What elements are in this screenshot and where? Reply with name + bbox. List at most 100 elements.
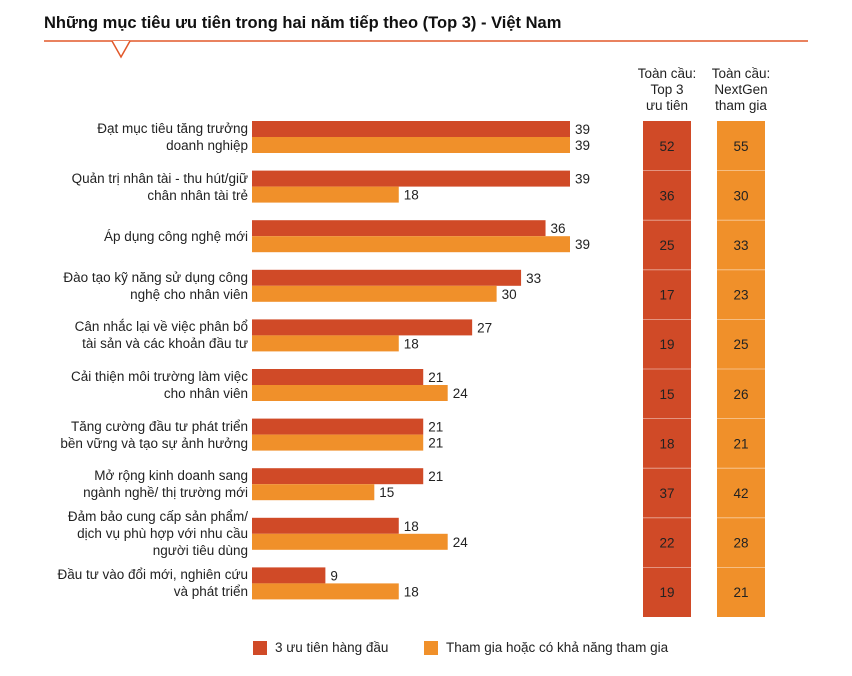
value-label-participate-6: 24 [453,386,469,401]
legend-swatch-participate [424,640,438,655]
category-label-4: Đào tạo kỹ năng sử dụng công nghệ cho nhâ… [20,269,248,303]
category-label-line: chân nhân tài trẻ [147,187,248,203]
bar-top3-7 [252,418,424,435]
legend-item-participate: Tham gia hoặc có khả năng tham gia [424,640,668,655]
global-top3-value-4: 17 [659,288,674,303]
legend-label-top3: 3 ưu tiên hàng đầu [275,640,389,655]
value-label-top3-7: 21 [428,420,443,435]
category-label-line: Cân nhắc lại về việc phân bổ [74,319,248,335]
global-top3-value-9: 22 [659,536,674,551]
category-label-line: Đào tạo kỹ năng sử dụng công [63,269,248,285]
global-top3-value-5: 19 [659,337,674,352]
value-label-participate-7: 21 [428,436,443,451]
column-header-line: NextGen [714,82,768,97]
global-nextgen-header: Toàn cầu: NextGen tham gia [696,66,786,114]
value-label-participate-1: 39 [575,138,590,153]
global-top3-value-6: 15 [659,387,674,402]
value-label-participate-10: 18 [404,584,419,599]
category-label-line: Quản trị nhân tài - thu hút/giữ [71,170,248,186]
value-label-top3-8: 21 [428,469,443,484]
bar-top3-5 [252,319,473,336]
bar-participate-8 [252,484,375,501]
value-label-participate-4: 30 [502,287,517,302]
category-label-6: Cải thiện môi trường làm việc cho nhân vi… [20,368,248,402]
category-label-line: người tiêu dùng [152,543,248,559]
global-top3-header: Toàn cầu: Top 3 ưu tiên [622,66,712,114]
bar-participate-9 [252,533,448,550]
category-label-10: Đầu tư vào đổi mới, nghiên cứu và phát tr… [20,566,248,600]
legend-item-top3: 3 ưu tiên hàng đầu [253,640,388,655]
column-header-line: ưu tiên [645,98,689,113]
category-label-9: Đảm bảo cung cấp sản phẩm/dịch vụ phù hợ… [20,508,248,559]
global-nextgen-value-7: 21 [733,436,748,451]
global-nextgen-value-9: 28 [733,536,748,551]
category-label-7: Tăng cường đầu tư phát triển bền vững và … [20,418,248,452]
bar-participate-7 [252,434,424,451]
bar-participate-2 [252,186,399,203]
category-label-3: Áp dụng công nghệ mới [20,228,248,245]
value-label-top3-1: 39 [575,122,590,137]
value-label-top3-4: 33 [526,271,541,286]
category-label-8: Mở rộng kinh doanh sang ngành nghề/ thị t… [20,467,248,501]
category-label-2: Quản trị nhân tài - thu hút/giữ chân nhân… [20,170,248,204]
bar-top3-4 [252,269,522,286]
category-label-line: và phát triển [173,584,248,600]
category-label-line: Cải thiện môi trường làm việc [71,369,248,384]
category-label-line: tài sản và các khoản đầu tư [82,336,248,352]
global-nextgen-value-1: 55 [733,139,748,154]
value-label-top3-6: 21 [428,370,443,385]
category-label-line: bền vững và tạo sự ảnh hưởng [60,435,248,451]
bar-participate-10 [252,583,399,600]
category-label-line: Tăng cường đầu tư phát triển [70,418,248,434]
column-header-line: Toàn cầu: [637,66,697,81]
bar-top3-10 [252,567,326,584]
value-label-participate-3: 39 [575,237,590,252]
global-top3-value-2: 36 [659,188,674,203]
category-label-line: Mở rộng kinh doanh sang [94,468,248,484]
global-nextgen-value-4: 23 [733,288,748,303]
category-label-line: Đảm bảo cung cấp sản phẩm/ [67,509,248,525]
global-top3-value-10: 19 [659,585,674,600]
global-top3-value-8: 37 [659,486,674,501]
category-label-1: Đạt mục tiêu tăng trưởng doanh nghiệp [20,120,248,154]
value-label-top3-10: 9 [330,568,338,583]
bar-top3-1 [252,121,570,137]
category-label-5: Cân nhắc lại về việc phân bổ tài sản và c… [20,318,248,352]
bar-top3-9 [252,517,399,534]
bar-top3-8 [252,468,424,485]
chart-title: Những mục tiêu ưu tiên trong hai năm tiế… [44,14,562,32]
category-label-line: dịch vụ phù hợp với nhu cầu [77,526,248,542]
bar-participate-5 [252,335,399,352]
category-label-line: Đầu tư vào đổi mới, nghiên cứu [57,567,248,583]
value-label-top3-5: 27 [477,320,492,335]
bar-top3-6 [252,369,424,385]
value-label-top3-2: 39 [575,172,590,187]
legend-swatch-top3 [253,640,267,655]
global-top3-value-3: 25 [659,238,674,253]
column-header-line: tham gia [715,98,767,113]
category-label-line: nghệ cho nhân viên [130,286,248,302]
category-label-line: doanh nghiệp [166,138,248,153]
value-label-participate-5: 18 [404,336,419,351]
bar-participate-6 [252,385,448,401]
bar-participate-1 [252,137,570,153]
global-nextgen-value-6: 26 [733,387,748,402]
global-nextgen-value-2: 30 [733,188,748,203]
category-label-line: ngành nghề/ thị trường mới [83,485,248,501]
value-label-top3-9: 18 [404,519,419,534]
category-label-line: Áp dụng công nghệ mới [104,228,248,244]
global-nextgen-value-3: 33 [733,238,748,253]
bar-top3-3 [252,220,546,237]
global-nextgen-value-8: 42 [733,486,748,501]
global-nextgen-value-10: 21 [733,585,748,600]
legend-label-participate: Tham gia hoặc có khả năng tham gia [446,640,669,655]
column-header-line: Top 3 [650,82,684,97]
global-nextgen-value-5: 25 [733,337,748,352]
title-rule [44,40,808,59]
value-label-participate-8: 15 [379,485,394,500]
bar-top3-2 [252,170,570,187]
global-top3-value-1: 52 [659,139,674,154]
bar-participate-4 [252,285,497,302]
value-label-participate-9: 24 [453,535,469,550]
